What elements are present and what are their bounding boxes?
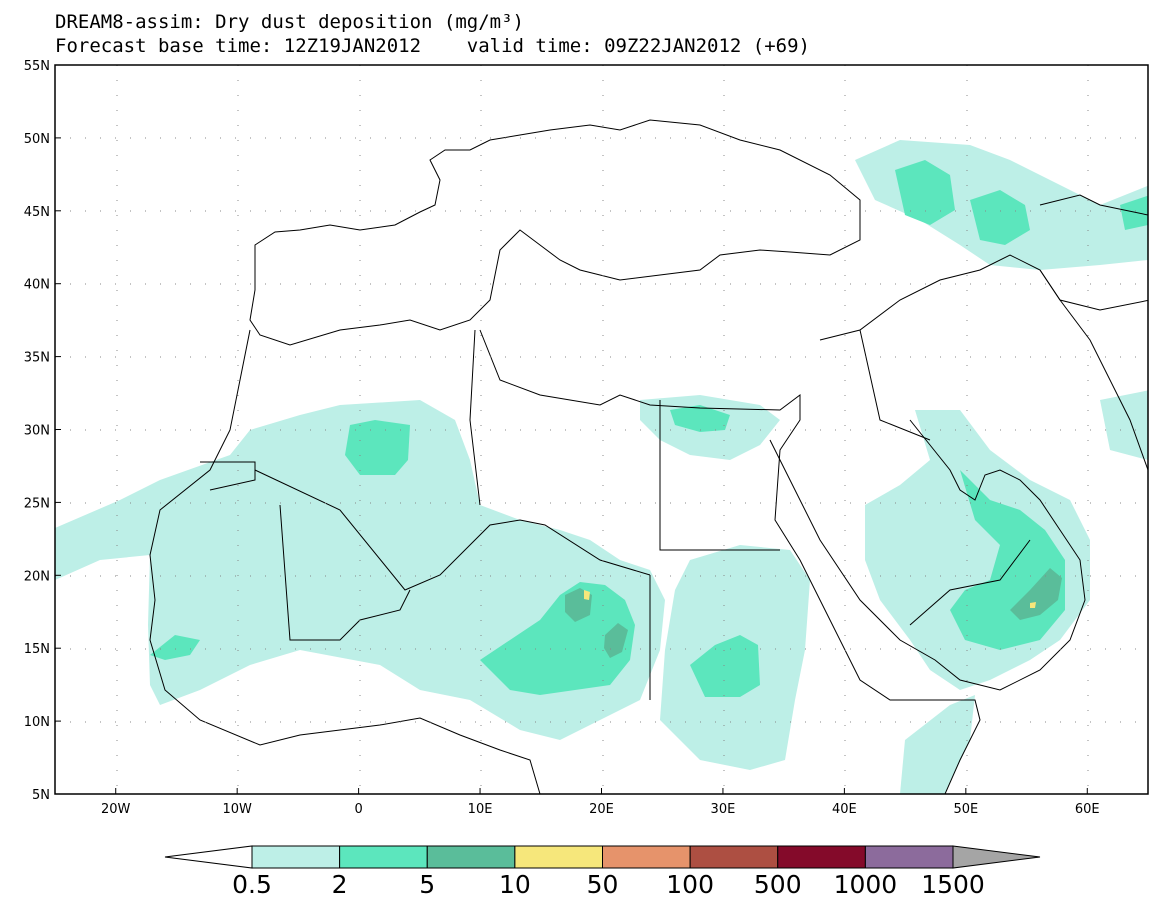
lon-tick-label: 40E: [832, 802, 857, 817]
latitude-ticks: 55N 50N 45N 40N 35N 30N 25N 20N 15N 10N 5N: [24, 59, 61, 803]
lat-tick-label: 25N: [24, 496, 50, 511]
lat-tick-label: 50N: [24, 132, 50, 147]
colorbar-label: 100: [666, 870, 714, 899]
colorbar-legend: 0.5 2 5 10 50 100 500 1000 1500: [164, 845, 1041, 899]
coastlines-and-borders: [149, 119, 1148, 794]
forecast-time-subtitle: Forecast base time: 12Z19JAN2012 valid t…: [55, 35, 810, 57]
lon-tick-label: 60E: [1075, 802, 1100, 817]
colorbar-label: 10: [499, 870, 531, 899]
colorbar-segment: [864, 845, 954, 869]
colorbar-segment: [251, 845, 341, 869]
lon-tick-label: 20W: [101, 802, 131, 817]
lat-tick-label: 5N: [32, 788, 50, 803]
lat-tick-label: 15N: [24, 642, 50, 657]
colorbar-label: 1000: [834, 870, 898, 899]
lon-tick-label: 0: [354, 802, 362, 817]
colorbar-label: 1500: [921, 870, 985, 899]
colorbar-segment: [426, 845, 516, 869]
colorbar-label: 0.5: [232, 870, 272, 899]
colorbar-label: 2: [332, 870, 348, 899]
longitude-ticks: 20W 10W 0 10E 20E 30E 40E 50E 60E: [101, 788, 1100, 817]
contour-level-10: [584, 590, 1036, 608]
lat-tick-label: 35N: [24, 351, 50, 366]
colorbar-label: 5: [419, 870, 435, 899]
lat-tick-label: 10N: [24, 715, 50, 730]
colorbar-segment: [952, 845, 1041, 869]
lon-tick-label: 50E: [953, 802, 978, 817]
lat-tick-label: 45N: [24, 205, 50, 220]
lon-tick-label: 30E: [711, 802, 736, 817]
lat-tick-label: 40N: [24, 278, 50, 293]
colorbar-segment: [777, 845, 866, 869]
colorbar-segment: [339, 845, 428, 869]
lon-tick-label: 20E: [589, 802, 614, 817]
lat-tick-label: 30N: [24, 424, 50, 439]
colorbar-label: 500: [754, 870, 802, 899]
colorbar-segment: [602, 845, 691, 869]
lat-tick-label: 20N: [24, 569, 50, 584]
colorbar-segment: [514, 845, 603, 869]
colorbar-segment: [689, 845, 779, 869]
map-title: DREAM8-assim: Dry dust deposition (mg/m³…: [55, 11, 524, 33]
lat-tick-label: 55N: [24, 59, 50, 74]
colorbar-segment: [164, 845, 253, 869]
lon-tick-label: 10W: [222, 802, 252, 817]
dust-deposition-contours: [55, 140, 1148, 794]
colorbar-label: 50: [587, 870, 619, 899]
lon-tick-label: 10E: [468, 802, 493, 817]
